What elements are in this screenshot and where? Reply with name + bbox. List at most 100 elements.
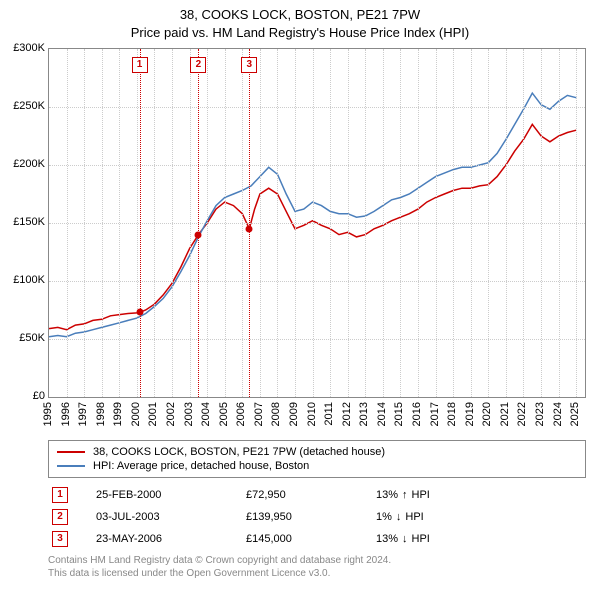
- x-tick-label: 2007: [253, 402, 265, 426]
- x-tick-label: 1998: [95, 402, 107, 426]
- footer-line-1: Contains HM Land Registry data © Crown c…: [48, 554, 391, 567]
- x-tick-label: 2005: [218, 402, 230, 426]
- event-number-box: 1: [52, 487, 68, 503]
- y-tick-label: £250K: [3, 100, 45, 112]
- x-tick-label: 2019: [464, 402, 476, 426]
- event-row: 2 03-JUL-2003 £139,950 1% ↓ HPI: [48, 506, 586, 528]
- gridline-vertical: [137, 49, 138, 397]
- x-tick-label: 2011: [323, 402, 335, 426]
- gridline-vertical: [313, 49, 314, 397]
- gridline-vertical: [295, 49, 296, 397]
- event-marker-box: 3: [241, 57, 257, 73]
- event-price: £139,950: [246, 511, 376, 523]
- gridline-vertical: [541, 49, 542, 397]
- x-tick-label: 2002: [165, 402, 177, 426]
- event-row: 1 25-FEB-2000 £72,950 13% ↑ HPI: [48, 484, 586, 506]
- x-tick-label: 1996: [60, 402, 72, 426]
- gridline-vertical: [559, 49, 560, 397]
- title-line-1: 38, COOKS LOCK, BOSTON, PE21 7PW: [0, 6, 600, 24]
- event-diff: 1% ↓ HPI: [376, 511, 424, 523]
- arrow-icon: ↑: [402, 489, 408, 501]
- gridline-vertical: [418, 49, 419, 397]
- x-tick-label: 1999: [112, 402, 124, 426]
- x-tick-label: 2023: [534, 402, 546, 426]
- sale-marker-dot: [246, 225, 253, 232]
- x-tick-label: 2016: [411, 402, 423, 426]
- x-tick-label: 2025: [569, 402, 581, 426]
- gridline-vertical: [172, 49, 173, 397]
- gridline-vertical: [242, 49, 243, 397]
- x-tick-label: 2010: [306, 402, 318, 426]
- x-tick-label: 2014: [376, 402, 388, 426]
- gridline-vertical: [488, 49, 489, 397]
- gridline-vertical: [277, 49, 278, 397]
- x-tick-label: 2021: [499, 402, 511, 426]
- legend-row: 38, COOKS LOCK, BOSTON, PE21 7PW (detach…: [57, 445, 577, 459]
- gridline-vertical: [330, 49, 331, 397]
- y-tick-label: £200K: [3, 158, 45, 170]
- event-marker-box: 1: [132, 57, 148, 73]
- gridline-vertical: [67, 49, 68, 397]
- event-number-box: 3: [52, 531, 68, 547]
- chart-plot-area: 1 2 3: [48, 48, 586, 398]
- x-tick-label: 2020: [481, 402, 493, 426]
- x-tick-label: 2009: [288, 402, 300, 426]
- gridline-vertical: [523, 49, 524, 397]
- legend-row: HPI: Average price, detached house, Bost…: [57, 459, 577, 473]
- gridline-vertical: [207, 49, 208, 397]
- event-diff: 13% ↓ HPI: [376, 533, 430, 545]
- arrow-icon: ↓: [396, 511, 402, 523]
- gridline-vertical: [154, 49, 155, 397]
- gridline-horizontal: [49, 223, 585, 224]
- x-tick-label: 2017: [429, 402, 441, 426]
- footer-line-2: This data is licensed under the Open Gov…: [48, 567, 391, 580]
- x-tick-label: 2015: [393, 402, 405, 426]
- x-tick-label: 2024: [552, 402, 564, 426]
- x-tick-label: 1997: [77, 402, 89, 426]
- figure-container: 38, COOKS LOCK, BOSTON, PE21 7PW Price p…: [0, 0, 600, 590]
- x-tick-label: 2006: [235, 402, 247, 426]
- gridline-vertical: [436, 49, 437, 397]
- gridline-vertical: [84, 49, 85, 397]
- arrow-icon: ↓: [402, 533, 408, 545]
- gridline-vertical: [190, 49, 191, 397]
- gridline-vertical: [102, 49, 103, 397]
- gridline-horizontal: [49, 107, 585, 108]
- gridline-horizontal: [49, 339, 585, 340]
- gridline-horizontal: [49, 281, 585, 282]
- legend-box: 38, COOKS LOCK, BOSTON, PE21 7PW (detach…: [48, 440, 586, 478]
- event-price: £145,000: [246, 533, 376, 545]
- y-tick-label: £0: [3, 390, 45, 402]
- x-tick-label: 2004: [200, 402, 212, 426]
- event-marker-line: [140, 49, 141, 397]
- sale-marker-dot: [195, 231, 202, 238]
- event-date: 03-JUL-2003: [96, 511, 246, 523]
- title-line-2: Price paid vs. HM Land Registry's House …: [0, 24, 600, 42]
- y-tick-label: £150K: [3, 216, 45, 228]
- event-date: 23-MAY-2006: [96, 533, 246, 545]
- event-number-box: 2: [52, 509, 68, 525]
- event-marker-line: [198, 49, 199, 397]
- y-tick-label: £100K: [3, 274, 45, 286]
- x-tick-label: 2000: [130, 402, 142, 426]
- y-tick-label: £50K: [3, 332, 45, 344]
- x-tick-label: 2013: [358, 402, 370, 426]
- gridline-vertical: [506, 49, 507, 397]
- x-tick-label: 2018: [446, 402, 458, 426]
- event-date: 25-FEB-2000: [96, 489, 246, 501]
- gridline-vertical: [225, 49, 226, 397]
- gridline-vertical: [348, 49, 349, 397]
- event-marker-box: 2: [190, 57, 206, 73]
- sale-marker-dot: [136, 309, 143, 316]
- y-tick-label: £300K: [3, 42, 45, 54]
- footer-attribution: Contains HM Land Registry data © Crown c…: [48, 554, 391, 580]
- legend-label: 38, COOKS LOCK, BOSTON, PE21 7PW (detach…: [93, 446, 385, 458]
- x-tick-label: 2022: [516, 402, 528, 426]
- title-block: 38, COOKS LOCK, BOSTON, PE21 7PW Price p…: [0, 0, 600, 41]
- gridline-vertical: [471, 49, 472, 397]
- gridline-vertical: [365, 49, 366, 397]
- gridline-vertical: [576, 49, 577, 397]
- gridline-vertical: [260, 49, 261, 397]
- x-tick-label: 2008: [270, 402, 282, 426]
- gridline-horizontal: [49, 165, 585, 166]
